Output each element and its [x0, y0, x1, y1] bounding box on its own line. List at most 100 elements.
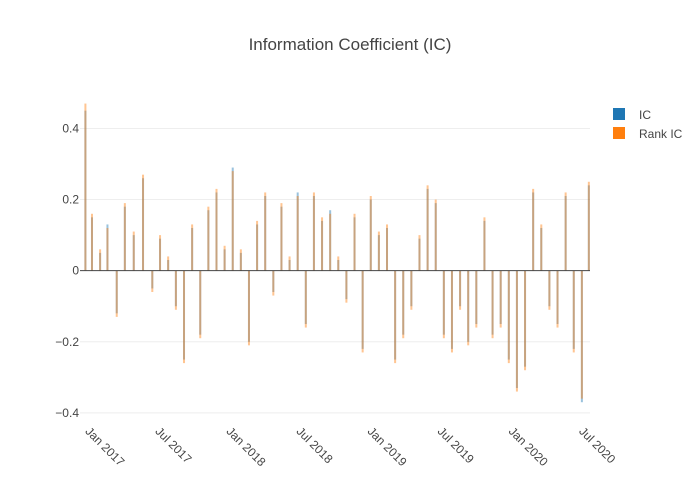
bar-ic[interactable] [410, 270, 413, 307]
bar-rank-ic[interactable] [442, 270, 445, 339]
bar-rank-ic[interactable] [483, 217, 486, 271]
bar-ic[interactable] [394, 270, 397, 360]
bar-ic[interactable] [587, 185, 590, 271]
bar-rank-ic[interactable] [247, 270, 250, 346]
bar-rank-ic[interactable] [410, 270, 413, 310]
bar-rank-ic[interactable] [223, 245, 226, 271]
bar-rank-ic[interactable] [199, 270, 202, 339]
bar-ic[interactable] [321, 220, 324, 271]
bar-ic[interactable] [231, 167, 234, 271]
bar-ic[interactable] [337, 260, 340, 271]
bar-rank-ic[interactable] [386, 224, 389, 271]
bar-rank-ic[interactable] [115, 270, 118, 317]
bar-rank-ic[interactable] [123, 203, 126, 271]
bar-rank-ic[interactable] [564, 192, 567, 271]
bar-rank-ic[interactable] [369, 196, 372, 271]
bar-ic[interactable] [159, 238, 162, 271]
bar-ic[interactable] [207, 210, 210, 271]
bar-rank-ic[interactable] [475, 270, 478, 328]
bar-rank-ic[interactable] [239, 249, 242, 271]
bar-ic[interactable] [580, 270, 583, 403]
bar-ic[interactable] [556, 270, 559, 324]
bar-ic[interactable] [564, 196, 567, 271]
bar-rank-ic[interactable] [353, 213, 356, 271]
bar-ic[interactable] [199, 270, 202, 335]
bar-rank-ic[interactable] [99, 249, 102, 271]
bar-rank-ic[interactable] [345, 270, 348, 303]
bar-rank-ic[interactable] [450, 270, 453, 353]
bar-rank-ic[interactable] [167, 256, 170, 271]
bar-rank-ic[interactable] [418, 235, 421, 271]
bar-rank-ic[interactable] [548, 270, 551, 310]
bar-rank-ic[interactable] [159, 235, 162, 271]
bar-ic[interactable] [402, 270, 405, 335]
bar-ic[interactable] [183, 270, 186, 360]
bar-ic[interactable] [540, 228, 543, 271]
bar-ic[interactable] [353, 217, 356, 271]
bar-ic[interactable] [106, 224, 109, 271]
bar-ic[interactable] [264, 196, 267, 271]
bar-rank-ic[interactable] [142, 174, 145, 271]
bar-rank-ic[interactable] [515, 270, 518, 392]
bar-rank-ic[interactable] [499, 270, 502, 328]
bar-ic[interactable] [256, 224, 259, 271]
bar-rank-ic[interactable] [132, 231, 135, 271]
bar-rank-ic[interactable] [191, 224, 194, 271]
bar-ic[interactable] [377, 235, 380, 271]
bar-ic[interactable] [174, 270, 177, 307]
bar-rank-ic[interactable] [556, 270, 559, 328]
bar-rank-ic[interactable] [207, 206, 210, 271]
bar-rank-ic[interactable] [524, 270, 527, 371]
bar-rank-ic[interactable] [321, 217, 324, 271]
bar-ic[interactable] [426, 188, 429, 271]
legend-item-rank-ic[interactable]: Rank IC [613, 127, 683, 141]
bar-ic[interactable] [345, 270, 348, 300]
bar-ic[interactable] [151, 270, 154, 289]
bar-rank-ic[interactable] [377, 231, 380, 271]
bar-rank-ic[interactable] [329, 213, 332, 271]
bar-rank-ic[interactable] [272, 270, 275, 296]
bar-ic[interactable] [386, 228, 389, 271]
bar-rank-ic[interactable] [426, 185, 429, 271]
bar-ic[interactable] [329, 210, 332, 271]
bar-ic[interactable] [450, 270, 453, 349]
bar-ic[interactable] [280, 206, 283, 271]
bar-ic[interactable] [483, 220, 486, 271]
bar-ic[interactable] [90, 217, 93, 271]
bar-ic[interactable] [459, 270, 462, 307]
bar-ic[interactable] [191, 228, 194, 271]
bar-rank-ic[interactable] [312, 192, 315, 271]
bar-rank-ic[interactable] [402, 270, 405, 339]
bar-rank-ic[interactable] [491, 270, 494, 339]
bar-ic[interactable] [491, 270, 494, 335]
bar-rank-ic[interactable] [280, 203, 283, 271]
bar-rank-ic[interactable] [84, 103, 87, 271]
bar-ic[interactable] [142, 178, 145, 271]
bar-rank-ic[interactable] [507, 270, 510, 364]
bar-ic[interactable] [532, 192, 535, 271]
bar-ic[interactable] [296, 192, 299, 271]
bar-ic[interactable] [223, 249, 226, 271]
bar-rank-ic[interactable] [304, 270, 307, 328]
bar-rank-ic[interactable] [587, 181, 590, 271]
legend-item-ic[interactable]: IC [613, 108, 651, 122]
bar-ic[interactable] [272, 270, 275, 292]
bar-ic[interactable] [434, 203, 437, 271]
bar-rank-ic[interactable] [467, 270, 470, 346]
bar-rank-ic[interactable] [264, 192, 267, 271]
bar-rank-ic[interactable] [288, 256, 291, 271]
bar-rank-ic[interactable] [459, 270, 462, 310]
bar-ic[interactable] [167, 260, 170, 271]
bar-ic[interactable] [239, 252, 242, 271]
bar-ic[interactable] [369, 199, 372, 271]
bar-ic[interactable] [499, 270, 502, 324]
bar-rank-ic[interactable] [151, 270, 154, 292]
bar-ic[interactable] [247, 270, 250, 342]
legend[interactable]: IC Rank IC [613, 108, 683, 141]
bar-rank-ic[interactable] [337, 256, 340, 271]
bar-rank-ic[interactable] [361, 270, 364, 353]
bar-rank-ic[interactable] [174, 270, 177, 310]
bar-rank-ic[interactable] [231, 171, 234, 271]
bar-ic[interactable] [361, 270, 364, 349]
bar-ic[interactable] [572, 270, 575, 349]
